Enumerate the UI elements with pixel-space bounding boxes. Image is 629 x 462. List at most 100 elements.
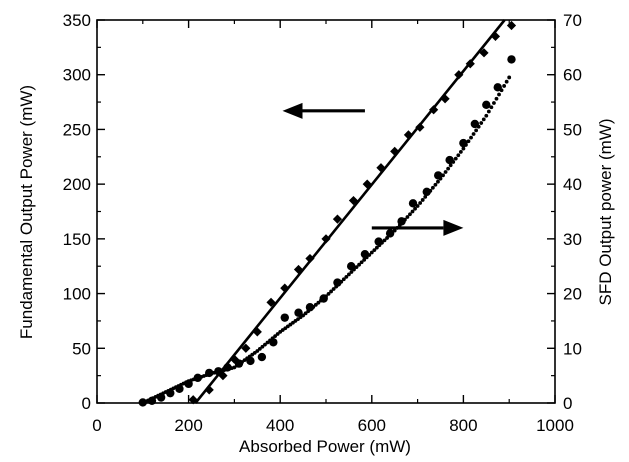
fit-curve-dot-sfd: [265, 340, 270, 345]
fit-curve-dot-sfd: [433, 182, 438, 187]
data-point-fundamental: [479, 48, 489, 58]
fit-curve-dot-sfd: [453, 156, 458, 161]
y-right-tick-label: 70: [563, 11, 582, 30]
fit-curve-dot-sfd: [400, 220, 405, 225]
data-point-sfd: [408, 199, 418, 208]
fit-curve-dot-sfd: [385, 236, 389, 240]
fit-curve-dot-sfd: [458, 150, 463, 154]
fit-curve-dot-sfd: [382, 238, 387, 243]
fit-curve-dot-sfd: [474, 128, 479, 133]
fit-curve-dot-sfd: [428, 188, 433, 193]
fit-curve-dot-sfd: [408, 212, 412, 217]
fit-curve-dot-sfd: [268, 338, 272, 343]
fit-curve-dot-sfd: [344, 274, 349, 279]
fit-curve-dot-sfd: [319, 298, 323, 303]
data-point-fundamental: [241, 343, 251, 353]
fit-curve-dot-sfd: [306, 309, 311, 314]
fit-curve-dot-sfd: [504, 79, 509, 84]
fit-curve-dot-sfd: [352, 267, 356, 272]
arrow-left-head: [282, 102, 303, 119]
fit-curve-dot-sfd: [339, 279, 344, 284]
series-layer: [138, 19, 517, 407]
data-point-fundamental: [252, 327, 262, 337]
fit-curve-dot-sfd: [484, 113, 489, 118]
data-point-sfd: [257, 352, 267, 362]
data-point-fundamental: [376, 163, 386, 173]
fit-curve-dot-sfd: [311, 305, 316, 309]
fit-curve-dot-sfd: [448, 163, 453, 168]
fit-curve-dot-sfd: [436, 179, 440, 184]
fit-curve-dot-sfd: [451, 160, 456, 164]
fit-curve-dot-sfd: [438, 176, 443, 181]
fit-curve-dot-sfd: [313, 302, 318, 307]
fit-curve-dot-sfd: [263, 342, 267, 347]
y-right-tick-label: 30: [563, 230, 582, 249]
data-point-fundamental: [266, 297, 276, 307]
y-right-tick-label: 60: [563, 66, 582, 85]
fit-curve-dot-sfd: [507, 75, 512, 80]
y-left-tick-label: 150: [63, 230, 91, 249]
y-left-tick-label: 0: [82, 394, 91, 413]
y-left-tick-label: 50: [72, 339, 91, 358]
fit-curve-dot-sfd: [316, 300, 321, 305]
y-left-tick-label: 350: [63, 11, 91, 30]
fit-curve-dot-sfd: [486, 109, 491, 114]
data-point-sfd: [482, 100, 491, 110]
fit-curve-dot-sfd: [413, 206, 417, 211]
fit-curve-dot-sfd: [321, 296, 326, 301]
data-point-fundamental: [188, 395, 198, 405]
y-right-tick-label: 0: [563, 394, 572, 413]
x-axis-title: Absorbed Power (mW): [239, 437, 411, 456]
fit-curve-dot-sfd: [362, 257, 367, 262]
y-axis-right-title: SFD Output power (mW): [596, 118, 615, 305]
plot-border: [96, 19, 556, 404]
fit-curve-dot-sfd: [326, 291, 331, 296]
data-point-fundamental: [293, 264, 304, 275]
fit-curve-dot-sfd: [390, 231, 395, 235]
y-right-tick-label: 20: [563, 285, 582, 304]
fit-curve-dot-sfd: [301, 313, 305, 318]
x-tick-label: 200: [174, 416, 202, 435]
fit-curve-dot-sfd: [270, 336, 275, 341]
fit-curve-dot-sfd: [275, 332, 280, 336]
x-tick-label: 600: [358, 416, 386, 435]
fit-curve-dot-sfd: [418, 201, 423, 205]
fit-curve-dot-sfd: [497, 92, 501, 97]
data-point-fundamental: [362, 179, 372, 189]
fit-curve-dot-sfd: [324, 294, 328, 299]
fit-curve-dot-sfd: [466, 139, 471, 144]
fit-curve-dot-sfd: [415, 204, 420, 208]
fit-curve-dot-sfd: [461, 146, 466, 151]
fit-curve-dot-sfd: [492, 101, 496, 105]
fit-curve-dot-sfd: [423, 195, 428, 199]
fit-curve-dot-sfd: [443, 170, 448, 174]
fit-curve-dot-sfd: [420, 198, 425, 202]
fit-curve-dot-sfd: [377, 243, 382, 248]
fit-curve-dot-sfd: [476, 124, 481, 129]
y-right-tick-label: 50: [563, 120, 582, 139]
fit-curve-dot-sfd: [430, 185, 435, 190]
fit-curve-dot-sfd: [331, 287, 336, 291]
fit-curve-dot-sfd: [441, 173, 445, 178]
fit-curve-dot-sfd: [479, 121, 484, 125]
fit-curve-dot-sfd: [308, 307, 313, 311]
fit-curve-dot-sfd: [359, 260, 364, 265]
fit-curve-dot-sfd: [469, 135, 473, 140]
y-right-tick-label: 40: [563, 175, 582, 194]
y-left-tick-label: 100: [63, 285, 91, 304]
fit-curve-dot-sfd: [387, 233, 392, 238]
fit-curve-dot-sfd: [471, 132, 476, 136]
fit-curve-dot-sfd: [392, 228, 397, 233]
y-left-tick-label: 200: [63, 175, 91, 194]
fit-curve-dot-sfd: [397, 223, 402, 228]
data-point-sfd: [493, 83, 502, 92]
y-axis-left-title: Fundamental Output Power (mW): [17, 85, 36, 339]
fit-curve-dot-sfd: [349, 270, 354, 274]
fit-curve-dot-sfd: [489, 105, 494, 110]
fit-curve-dot-sfd: [347, 272, 351, 277]
fit-curve-dot-sfd: [336, 282, 341, 287]
annotation-layer: [282, 102, 464, 236]
fit-curve-dot-sfd: [369, 250, 374, 255]
fit-curve-dot-sfd: [405, 215, 410, 219]
